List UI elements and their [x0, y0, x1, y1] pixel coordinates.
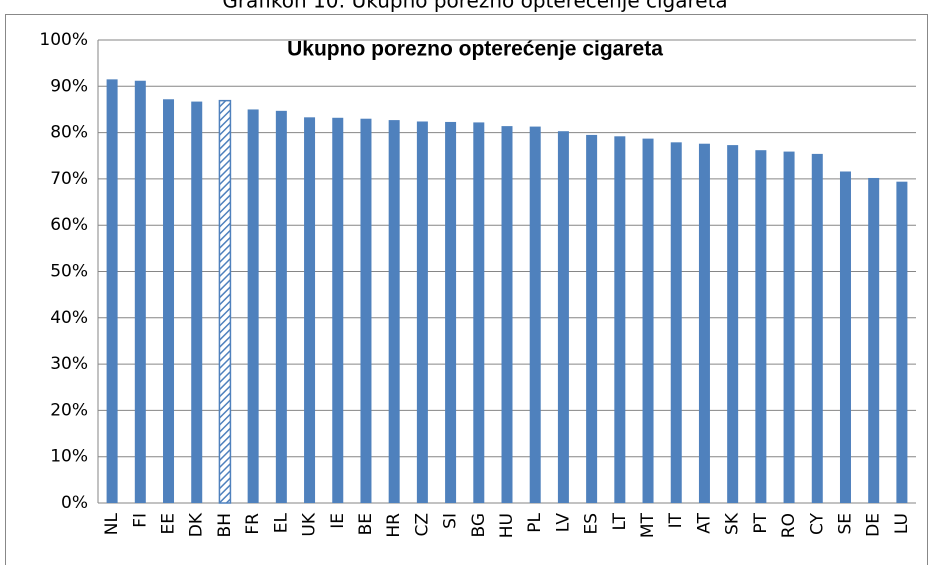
- bar: [332, 117, 344, 503]
- bar: [163, 99, 175, 503]
- x-tick-label: LV: [553, 513, 573, 533]
- y-tick-label: 40%: [50, 308, 88, 328]
- y-tick-label: 50%: [50, 262, 88, 282]
- bar: [783, 151, 795, 503]
- y-tick-label: 20%: [50, 400, 88, 420]
- chart-border: [5, 14, 928, 565]
- x-tick-label: LT: [610, 512, 630, 530]
- x-tick-label: BE: [356, 513, 376, 535]
- caption: Grafikon 10: Ukupno porezno opterećenje …: [222, 0, 727, 13]
- x-tick-label: ES: [582, 513, 602, 535]
- bar: [586, 134, 598, 504]
- y-tick-label: 60%: [50, 215, 88, 235]
- bar: [134, 80, 146, 503]
- bar: [388, 120, 400, 503]
- bar: [106, 79, 118, 503]
- bar: [896, 181, 908, 504]
- x-tick-label: CZ: [412, 513, 432, 537]
- bar: [868, 177, 880, 503]
- x-tick-label: SI: [441, 513, 461, 529]
- x-tick-label: DK: [187, 512, 207, 537]
- x-tick-label: RO: [779, 513, 799, 538]
- y-tick-label: 30%: [50, 354, 88, 374]
- bar: [811, 153, 823, 503]
- x-tick-label: IT: [666, 512, 686, 528]
- x-tick-label: IE: [328, 513, 348, 529]
- x-tick-label: DE: [864, 513, 884, 537]
- x-tick-label: UK: [300, 512, 320, 536]
- bar: [304, 117, 316, 504]
- x-tick-label: LU: [892, 513, 912, 534]
- y-tick-label: 0%: [61, 493, 88, 513]
- y-tick-label: 90%: [50, 76, 88, 96]
- x-tick-label: MT: [638, 512, 658, 538]
- x-tick-label: EL: [271, 512, 291, 533]
- y-tick-label: 100%: [39, 30, 88, 50]
- x-tick-label: BH: [215, 513, 235, 537]
- x-tick-label: SK: [723, 512, 743, 535]
- x-tick-label: FR: [243, 513, 263, 535]
- bar: [529, 126, 541, 504]
- bar: [698, 143, 710, 503]
- bar: [670, 142, 682, 503]
- bar: [839, 171, 851, 503]
- x-tick-label: NL: [102, 512, 122, 535]
- bar: [557, 131, 569, 503]
- bar: [642, 138, 654, 503]
- x-tick-label: PT: [751, 512, 771, 533]
- x-tick-label: SE: [835, 513, 855, 535]
- x-tick-label: CY: [807, 512, 827, 535]
- chart-title: Ukupno porezno opterećenje cigareta: [287, 38, 663, 61]
- x-tick-label: BG: [469, 513, 489, 538]
- x-tick-label: EE: [159, 513, 179, 534]
- bar: [501, 126, 513, 504]
- bar: [727, 145, 739, 503]
- x-tick-label: FI: [130, 513, 150, 528]
- bar: [191, 101, 203, 503]
- bar: [614, 136, 626, 503]
- bar: [755, 150, 767, 503]
- bar: [360, 118, 372, 504]
- bar: [473, 122, 485, 503]
- y-tick-label: 80%: [50, 123, 88, 143]
- bar: [247, 109, 259, 503]
- x-tick-label: AT: [694, 512, 714, 533]
- bar: [445, 121, 457, 504]
- y-tick-label: 70%: [50, 169, 88, 189]
- x-tick-label: HU: [497, 513, 517, 538]
- bar: [416, 121, 428, 503]
- x-tick-label: PL: [525, 512, 545, 532]
- bar: [218, 99, 232, 504]
- x-tick-label: HR: [384, 513, 404, 538]
- y-tick-label: 10%: [50, 447, 88, 467]
- bar: [275, 110, 287, 504]
